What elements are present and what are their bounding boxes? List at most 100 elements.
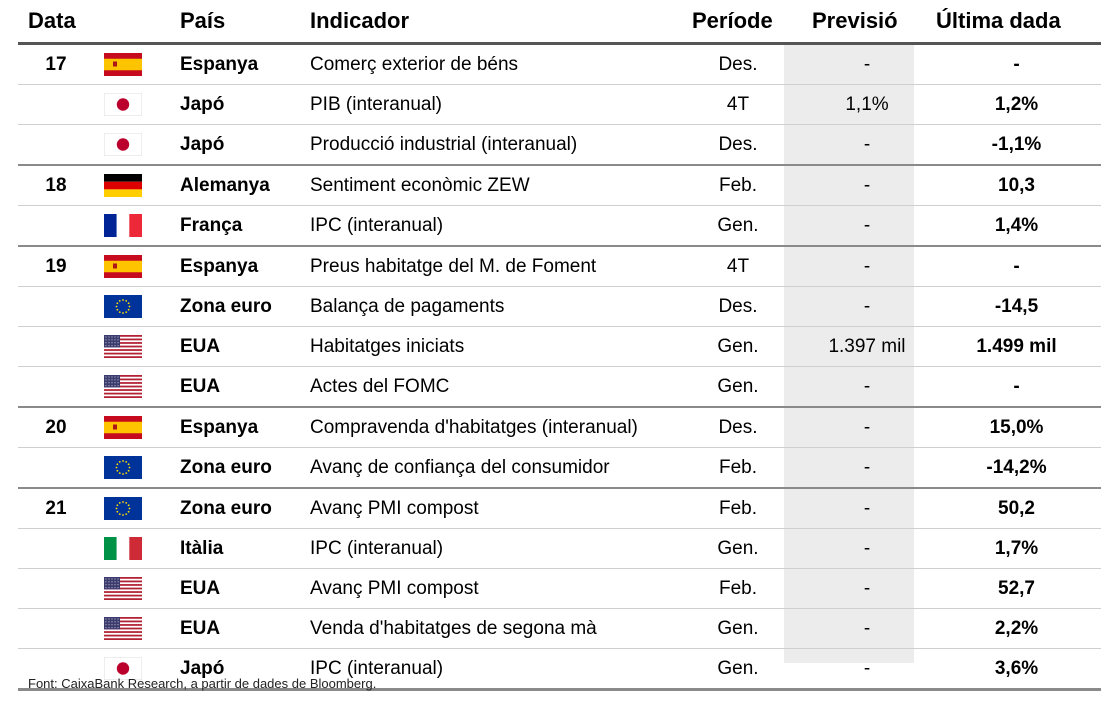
row-indicator: Producció industrial (interanual): [310, 134, 578, 155]
row-date: 17: [45, 54, 67, 75]
row-period: 4T: [726, 256, 750, 277]
row-period: Gen.: [717, 376, 759, 397]
row-indicator: Actes del FOMC: [310, 376, 450, 397]
row-country: Zona euro: [180, 498, 272, 519]
row-country: EUA: [180, 336, 221, 357]
row-last-value: -: [1013, 376, 1020, 397]
row-last-value: -14,5: [994, 296, 1039, 317]
row-period: Gen.: [717, 215, 759, 236]
header-period: Període: [692, 8, 773, 33]
spain-flag: [104, 255, 142, 278]
table-row: EUA Venda d'habitatges de segona mà Gen. - 2…: [18, 609, 1101, 649]
row-period: Feb.: [718, 498, 758, 519]
table-row: Zona euro Balança de pagaments Des. - -14,5: [18, 287, 1101, 327]
table-row: 20 Espanya Compravenda d'habitatges (inter…: [18, 408, 1101, 448]
table-row: 18 Alemanya Sentiment econòmic ZEW Feb. - 10,…: [18, 166, 1101, 206]
row-country: Alemanya: [180, 175, 270, 196]
row-period: Des.: [718, 417, 758, 438]
eu-flag: [104, 497, 142, 520]
row-period: Gen.: [717, 658, 759, 679]
row-country: Espanya: [180, 417, 259, 438]
header-country: País: [180, 8, 226, 33]
usa-flag: [104, 335, 142, 358]
row-date: [18, 367, 94, 406]
japan-flag: [104, 657, 142, 680]
row-last-value: -14,2%: [986, 457, 1047, 478]
row-country: França: [180, 215, 243, 236]
forecast-column-shading: [784, 45, 914, 663]
row-date: [18, 609, 94, 648]
header-date: Data: [28, 8, 76, 33]
row-forecast: -: [863, 215, 871, 236]
row-country: EUA: [180, 618, 221, 639]
spain-flag: [104, 53, 142, 76]
economic-calendar-table: Data País Indicador Període Previsió Últ…: [18, 0, 1101, 691]
row-date: 18: [45, 175, 67, 196]
row-date: 20: [45, 417, 67, 438]
row-indicator: Balança de pagaments: [310, 296, 505, 317]
germany-flag: [104, 174, 142, 197]
row-indicator: Habitatges iniciats: [310, 336, 465, 357]
row-period: 4T: [726, 94, 750, 115]
row-indicator: Avanç de confiança del consumidor: [310, 457, 610, 478]
table-row: EUA Habitatges iniciats Gen. 1.397 mil 1.499…: [18, 327, 1101, 367]
row-country: EUA: [180, 578, 221, 599]
row-last-value: 1,4%: [994, 215, 1039, 236]
row-forecast: -: [863, 578, 871, 599]
row-period: Gen.: [717, 538, 759, 559]
row-last-value: -: [1013, 54, 1020, 75]
row-indicator: Compravenda d'habitatges (interanual): [310, 417, 638, 438]
row-indicator: Avanç PMI compost: [310, 578, 479, 599]
table-row: 21 Zona euro Avanç PMI compost Feb. - 50,2: [18, 489, 1101, 529]
table-row: Japó Producció industrial (interanual) Des…: [18, 125, 1101, 166]
table-row: Itàlia IPC (interanual) Gen. - 1,7%: [18, 529, 1101, 569]
header-forecast: Previsió: [812, 8, 898, 33]
row-last-value: 1,2%: [994, 94, 1039, 115]
table-header: Data País Indicador Període Previsió Últ…: [18, 0, 1101, 45]
table-row: Japó IPC (interanual) Gen. - 3,6%: [18, 649, 1101, 691]
row-period: Des.: [718, 296, 758, 317]
row-date: [18, 327, 94, 366]
row-indicator: Preus habitatge del M. de Foment: [310, 256, 597, 277]
row-date: [18, 206, 94, 245]
row-indicator: Comerç exterior de béns: [310, 54, 519, 75]
table-row: Japó PIB (interanual) 4T 1,1% 1,2%: [18, 85, 1101, 125]
row-country: Japó: [180, 658, 225, 679]
row-last-value: 1,7%: [994, 538, 1039, 559]
usa-flag: [104, 577, 142, 600]
row-period: Feb.: [718, 175, 758, 196]
row-period: Gen.: [717, 336, 759, 357]
row-forecast: -: [863, 417, 871, 438]
table-row: 17 Espanya Comerç exterior de béns Des. - -: [18, 45, 1101, 85]
row-forecast: -: [863, 376, 871, 397]
spain-flag: [104, 416, 142, 439]
eu-flag: [104, 456, 142, 479]
row-date: [18, 125, 94, 164]
header-last: Última dada: [936, 8, 1061, 33]
row-last-value: 10,3: [998, 175, 1035, 196]
row-indicator: IPC (interanual): [310, 215, 444, 236]
row-forecast: 1.397 mil: [828, 336, 906, 357]
row-date: [18, 85, 94, 124]
row-period: Des.: [718, 134, 758, 155]
eu-flag: [104, 295, 142, 318]
row-period: Gen.: [717, 618, 759, 639]
row-date: 21: [45, 498, 67, 519]
row-indicator: PIB (interanual): [310, 94, 443, 115]
row-date: [18, 569, 94, 608]
table-row: EUA Avanç PMI compost Feb. - 52,7: [18, 569, 1101, 609]
row-last-value: -: [1013, 256, 1020, 277]
table-row: 19 Espanya Preus habitatge del M. de Fomen…: [18, 247, 1101, 287]
header-indicator: Indicador: [310, 8, 410, 33]
italy-flag: [104, 537, 142, 560]
row-indicator: Venda d'habitatges de segona mà: [310, 618, 597, 639]
row-date: [18, 529, 94, 568]
row-country: Japó: [180, 94, 225, 115]
row-country: Zona euro: [180, 457, 272, 478]
row-forecast: -: [863, 618, 871, 639]
row-forecast: -: [863, 54, 871, 75]
source-note: Font: CaixaBank Research, a partir de da…: [28, 676, 377, 691]
row-last-value: 3,6%: [994, 658, 1039, 679]
table-row: França IPC (interanual) Gen. - 1,4%: [18, 206, 1101, 247]
table-row: Zona euro Avanç de confiança del consumid…: [18, 448, 1101, 489]
